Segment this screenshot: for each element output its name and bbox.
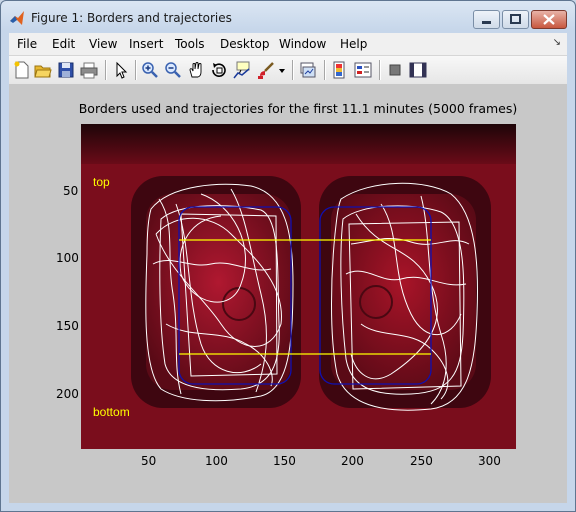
menu-insert[interactable]: Insert — [129, 37, 164, 51]
matlab-logo-icon — [10, 11, 24, 25]
maximize-icon — [510, 14, 521, 24]
dock-arrow-icon[interactable]: ↘ — [552, 37, 561, 48]
menu-window[interactable]: Window — [279, 37, 327, 51]
close-button[interactable] — [531, 10, 567, 29]
y-tick-150: 150 — [56, 319, 79, 333]
x-tick-200: 200 — [341, 454, 364, 468]
right-border — [319, 206, 432, 385]
trajectory-plot-image[interactable]: top bottom — [81, 124, 516, 449]
menu-bar: File Edit View Insert Tools Desktop Wind… — [9, 33, 567, 55]
border-outlines — [178, 206, 432, 385]
x-tick-300: 300 — [478, 454, 501, 468]
x-tick-150: 150 — [273, 454, 296, 468]
axes-title: Borders used and trajectories for the fi… — [78, 101, 518, 116]
zoom-out-icon[interactable] — [164, 61, 182, 79]
toolbar-separator — [105, 60, 107, 80]
print-icon[interactable] — [80, 61, 98, 79]
x-tick-100: 100 — [205, 454, 228, 468]
rotate-3d-icon[interactable] — [210, 61, 228, 79]
y-tick-50: 50 — [63, 184, 79, 198]
open-file-icon[interactable] — [34, 61, 52, 79]
colorbar-icon[interactable] — [331, 61, 349, 79]
y-tick-200: 200 — [56, 387, 79, 401]
menu-edit[interactable]: Edit — [52, 37, 76, 51]
toolbar-separator — [324, 60, 326, 80]
edit-plot-arrow-icon[interactable] — [112, 61, 130, 79]
maximize-button[interactable] — [502, 10, 529, 29]
bottom-annotation: bottom — [93, 405, 130, 419]
toolbar-separator — [292, 60, 294, 80]
toolbar — [9, 55, 567, 85]
link-plot-icon[interactable] — [299, 61, 317, 79]
menu-file[interactable]: File — [17, 37, 38, 51]
hide-plot-tools-icon[interactable] — [386, 61, 404, 79]
plate-shadow — [81, 124, 516, 164]
x-tick-250: 250 — [410, 454, 433, 468]
top-annotation: top — [93, 175, 110, 189]
pan-hand-icon[interactable] — [187, 61, 205, 79]
new-figure-icon[interactable] — [13, 61, 31, 79]
brush-icon[interactable] — [257, 61, 275, 79]
close-icon — [543, 14, 555, 25]
zoom-in-icon[interactable] — [141, 61, 159, 79]
show-plot-tools-icon[interactable] — [409, 61, 427, 79]
menu-help[interactable]: Help — [340, 37, 368, 51]
legend-icon[interactable] — [354, 61, 372, 79]
brush-dropdown-icon[interactable] — [277, 61, 287, 79]
menu-tools[interactable]: Tools — [175, 37, 205, 51]
left-border — [178, 206, 292, 385]
save-icon[interactable] — [57, 61, 75, 79]
window-title: Figure 1: Borders and trajectories — [31, 11, 232, 25]
left-well — [146, 194, 291, 390]
menu-view[interactable]: View — [89, 37, 118, 51]
right-well-hole — [359, 285, 393, 319]
y-tick-100: 100 — [56, 251, 79, 265]
trajectory-traces — [145, 182, 479, 411]
x-tick-50: 50 — [141, 454, 157, 468]
title-bar[interactable]: Figure 1: Borders and trajectories — [1, 1, 575, 33]
toolbar-separator — [135, 60, 137, 80]
data-cursor-icon[interactable] — [233, 61, 251, 79]
minimize-button[interactable] — [473, 10, 500, 29]
minimize-icon — [482, 21, 491, 24]
menu-desktop[interactable]: Desktop — [220, 37, 270, 51]
toolbar-separator — [379, 60, 381, 80]
